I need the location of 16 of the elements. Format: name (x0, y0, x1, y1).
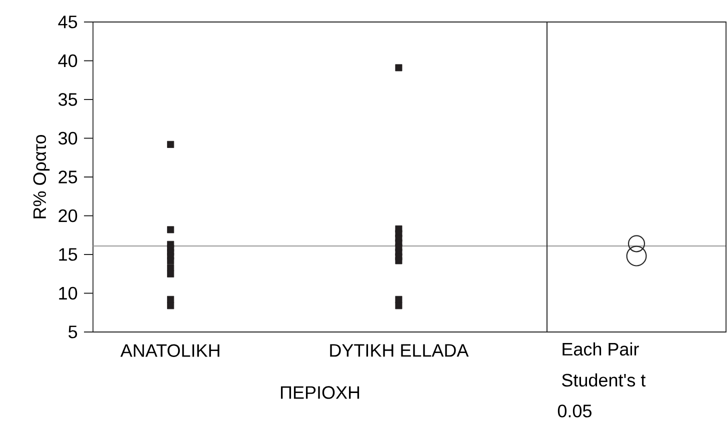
y-axis-title: R% Ορατο (33, 134, 50, 218)
y-tick-label: 40 (58, 54, 78, 68)
y-tick-label: 30 (58, 132, 78, 145)
y-tick-label: 10 (59, 286, 78, 300)
text: 0.05 (558, 404, 592, 418)
y-tick-label: 20 (58, 209, 78, 222)
y-tick-label: 15 (59, 248, 78, 261)
x-tick-label: ANATOLIKH (120, 344, 220, 357)
x-axis-title: ΠΕΡΙΟΧΗ (280, 386, 360, 399)
x-tick-label: DYTIKH ELLADA (330, 344, 469, 357)
y-tick-label: 45 (58, 16, 78, 28)
y-tick-label: 25 (58, 170, 78, 184)
y-tick-label: 5 (68, 326, 78, 338)
y-tick-label: 35 (58, 93, 78, 106)
text: Student's t (562, 373, 646, 387)
text: Each Pair (562, 342, 639, 356)
